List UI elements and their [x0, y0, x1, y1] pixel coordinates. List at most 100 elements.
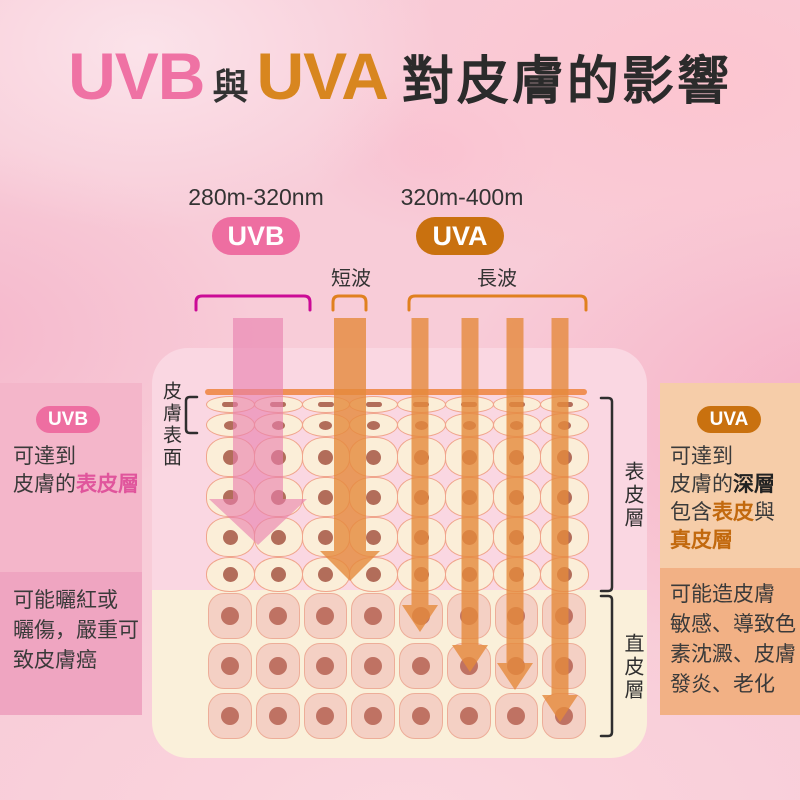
- epidermis-cell: [301, 413, 351, 437]
- epidermis-cell: [540, 437, 589, 477]
- epidermis-cell: [253, 413, 303, 437]
- cell-nucleus: [270, 529, 286, 545]
- cell-nucleus: [270, 402, 287, 407]
- cell-nucleus: [318, 529, 334, 545]
- uvb-effects-panel: 可能曬紅或 曬傷，嚴重可 致皮膚癌: [0, 572, 142, 715]
- dermis-cell: [446, 593, 491, 639]
- cell-nucleus: [317, 402, 334, 407]
- page-title: UVB 與 UVA 對皮膚的影響: [0, 38, 800, 114]
- cell-nucleus: [555, 707, 574, 725]
- uva-reach-panel: UVA 可達到 皮膚的深層 包含表皮與 真皮層: [660, 383, 800, 568]
- dermis-cell: [446, 643, 491, 689]
- cell-nucleus: [461, 529, 477, 545]
- uva-effects-panel: 可能造皮膚 敏感、導致色 素沈澱、皮膚 發炎、老化: [660, 568, 800, 715]
- cell-nucleus: [556, 402, 573, 407]
- cell-nucleus: [319, 420, 333, 430]
- cell-nucleus: [318, 567, 334, 582]
- epidermis-cell: [397, 557, 446, 592]
- cell-nucleus: [316, 707, 335, 725]
- epidermis-cell: [540, 517, 589, 557]
- dermis-cell: [303, 693, 348, 739]
- cell-nucleus: [557, 529, 573, 545]
- cell-nucleus: [268, 607, 287, 625]
- cell-nucleus: [413, 489, 429, 505]
- title-uvb: UVB: [68, 39, 205, 113]
- cell-nucleus: [461, 489, 477, 505]
- title-suffix: 對皮膚的影響: [401, 53, 732, 111]
- epidermis-cell: [492, 413, 542, 437]
- uvb-badge: UVB: [212, 217, 300, 255]
- cell-nucleus: [268, 707, 287, 725]
- cell-nucleus: [413, 449, 429, 465]
- epidermis-cell: [492, 477, 542, 517]
- cell-nucleus: [507, 707, 526, 725]
- cell-nucleus: [222, 449, 238, 465]
- epidermis-cell: [444, 477, 494, 517]
- epidermis-cell: [206, 396, 255, 413]
- uvb-reach-panel: UVB 可達到 皮膚的表皮層: [0, 383, 142, 572]
- cell-nucleus: [366, 567, 382, 582]
- dermis-cell: [542, 593, 586, 639]
- epidermis-cell: [540, 557, 589, 592]
- cell-nucleus: [510, 420, 524, 430]
- dermis-cell: [494, 593, 539, 639]
- cell-nucleus: [268, 657, 287, 675]
- cell-nucleus: [509, 567, 525, 582]
- cell-nucleus: [222, 402, 239, 407]
- long-wave-label: 長波: [477, 268, 517, 290]
- epidermis-cell: [206, 413, 255, 437]
- cell-nucleus: [411, 707, 430, 725]
- cell-nucleus: [270, 567, 286, 582]
- epidermis-cell: [349, 396, 398, 413]
- dermis-cell: [255, 643, 300, 689]
- dermis-cell: [303, 643, 348, 689]
- cell-nucleus: [222, 567, 238, 582]
- epidermis-cell: [540, 477, 589, 517]
- short-wave-label: 短波: [331, 268, 371, 290]
- cell-nucleus: [459, 657, 478, 675]
- cell-nucleus: [557, 449, 573, 465]
- cell-nucleus: [222, 529, 238, 545]
- cell-nucleus: [555, 607, 574, 625]
- epidermis-cell: [301, 437, 351, 477]
- epidermis-cell: [444, 396, 494, 413]
- cell-nucleus: [318, 449, 334, 465]
- epidermis-cell: [349, 557, 398, 592]
- uva-badge: UVA: [416, 217, 504, 255]
- epidermis-cell: [206, 437, 255, 477]
- dermis-cell: [208, 693, 252, 739]
- epidermis-cell: [397, 396, 446, 413]
- dermis-cell: [399, 693, 443, 739]
- epidermis-cell: [253, 396, 303, 413]
- cell-nucleus: [509, 529, 525, 545]
- uvb-effects-text: 可能曬紅或 曬傷，嚴重可 致皮膚癌: [13, 589, 139, 672]
- epidermis-cell: [397, 477, 446, 517]
- cell-nucleus: [413, 529, 429, 545]
- cell-nucleus: [316, 607, 335, 625]
- dermis-cell: [399, 593, 443, 639]
- dermis-cell: [351, 593, 395, 639]
- cell-nucleus: [509, 449, 525, 465]
- cell-nucleus: [271, 420, 285, 430]
- dermis-cell: [351, 643, 395, 689]
- cell-nucleus: [220, 607, 239, 625]
- dermis-cell: [208, 643, 252, 689]
- epidermis-cell: [492, 557, 542, 592]
- cell-nucleus: [270, 489, 286, 505]
- cell-nucleus: [413, 567, 429, 582]
- cell-nucleus: [461, 449, 477, 465]
- epidermis-label: 表皮層: [621, 461, 643, 530]
- uva-wavelength-range: 320m-400m: [400, 184, 524, 210]
- cell-nucleus: [365, 402, 382, 407]
- cell-nucleus: [459, 607, 478, 625]
- dermis-cell: [494, 643, 539, 689]
- epidermis-cell: [349, 477, 398, 517]
- uvb-reach-text: 可達到 皮膚的表皮層: [13, 445, 139, 496]
- dermis-cell: [542, 693, 586, 739]
- cell-nucleus: [270, 449, 286, 465]
- cell-nucleus: [366, 449, 382, 465]
- epidermis-cell: [349, 517, 398, 557]
- cell-nucleus: [364, 607, 383, 625]
- epidermis-cell: [492, 396, 542, 413]
